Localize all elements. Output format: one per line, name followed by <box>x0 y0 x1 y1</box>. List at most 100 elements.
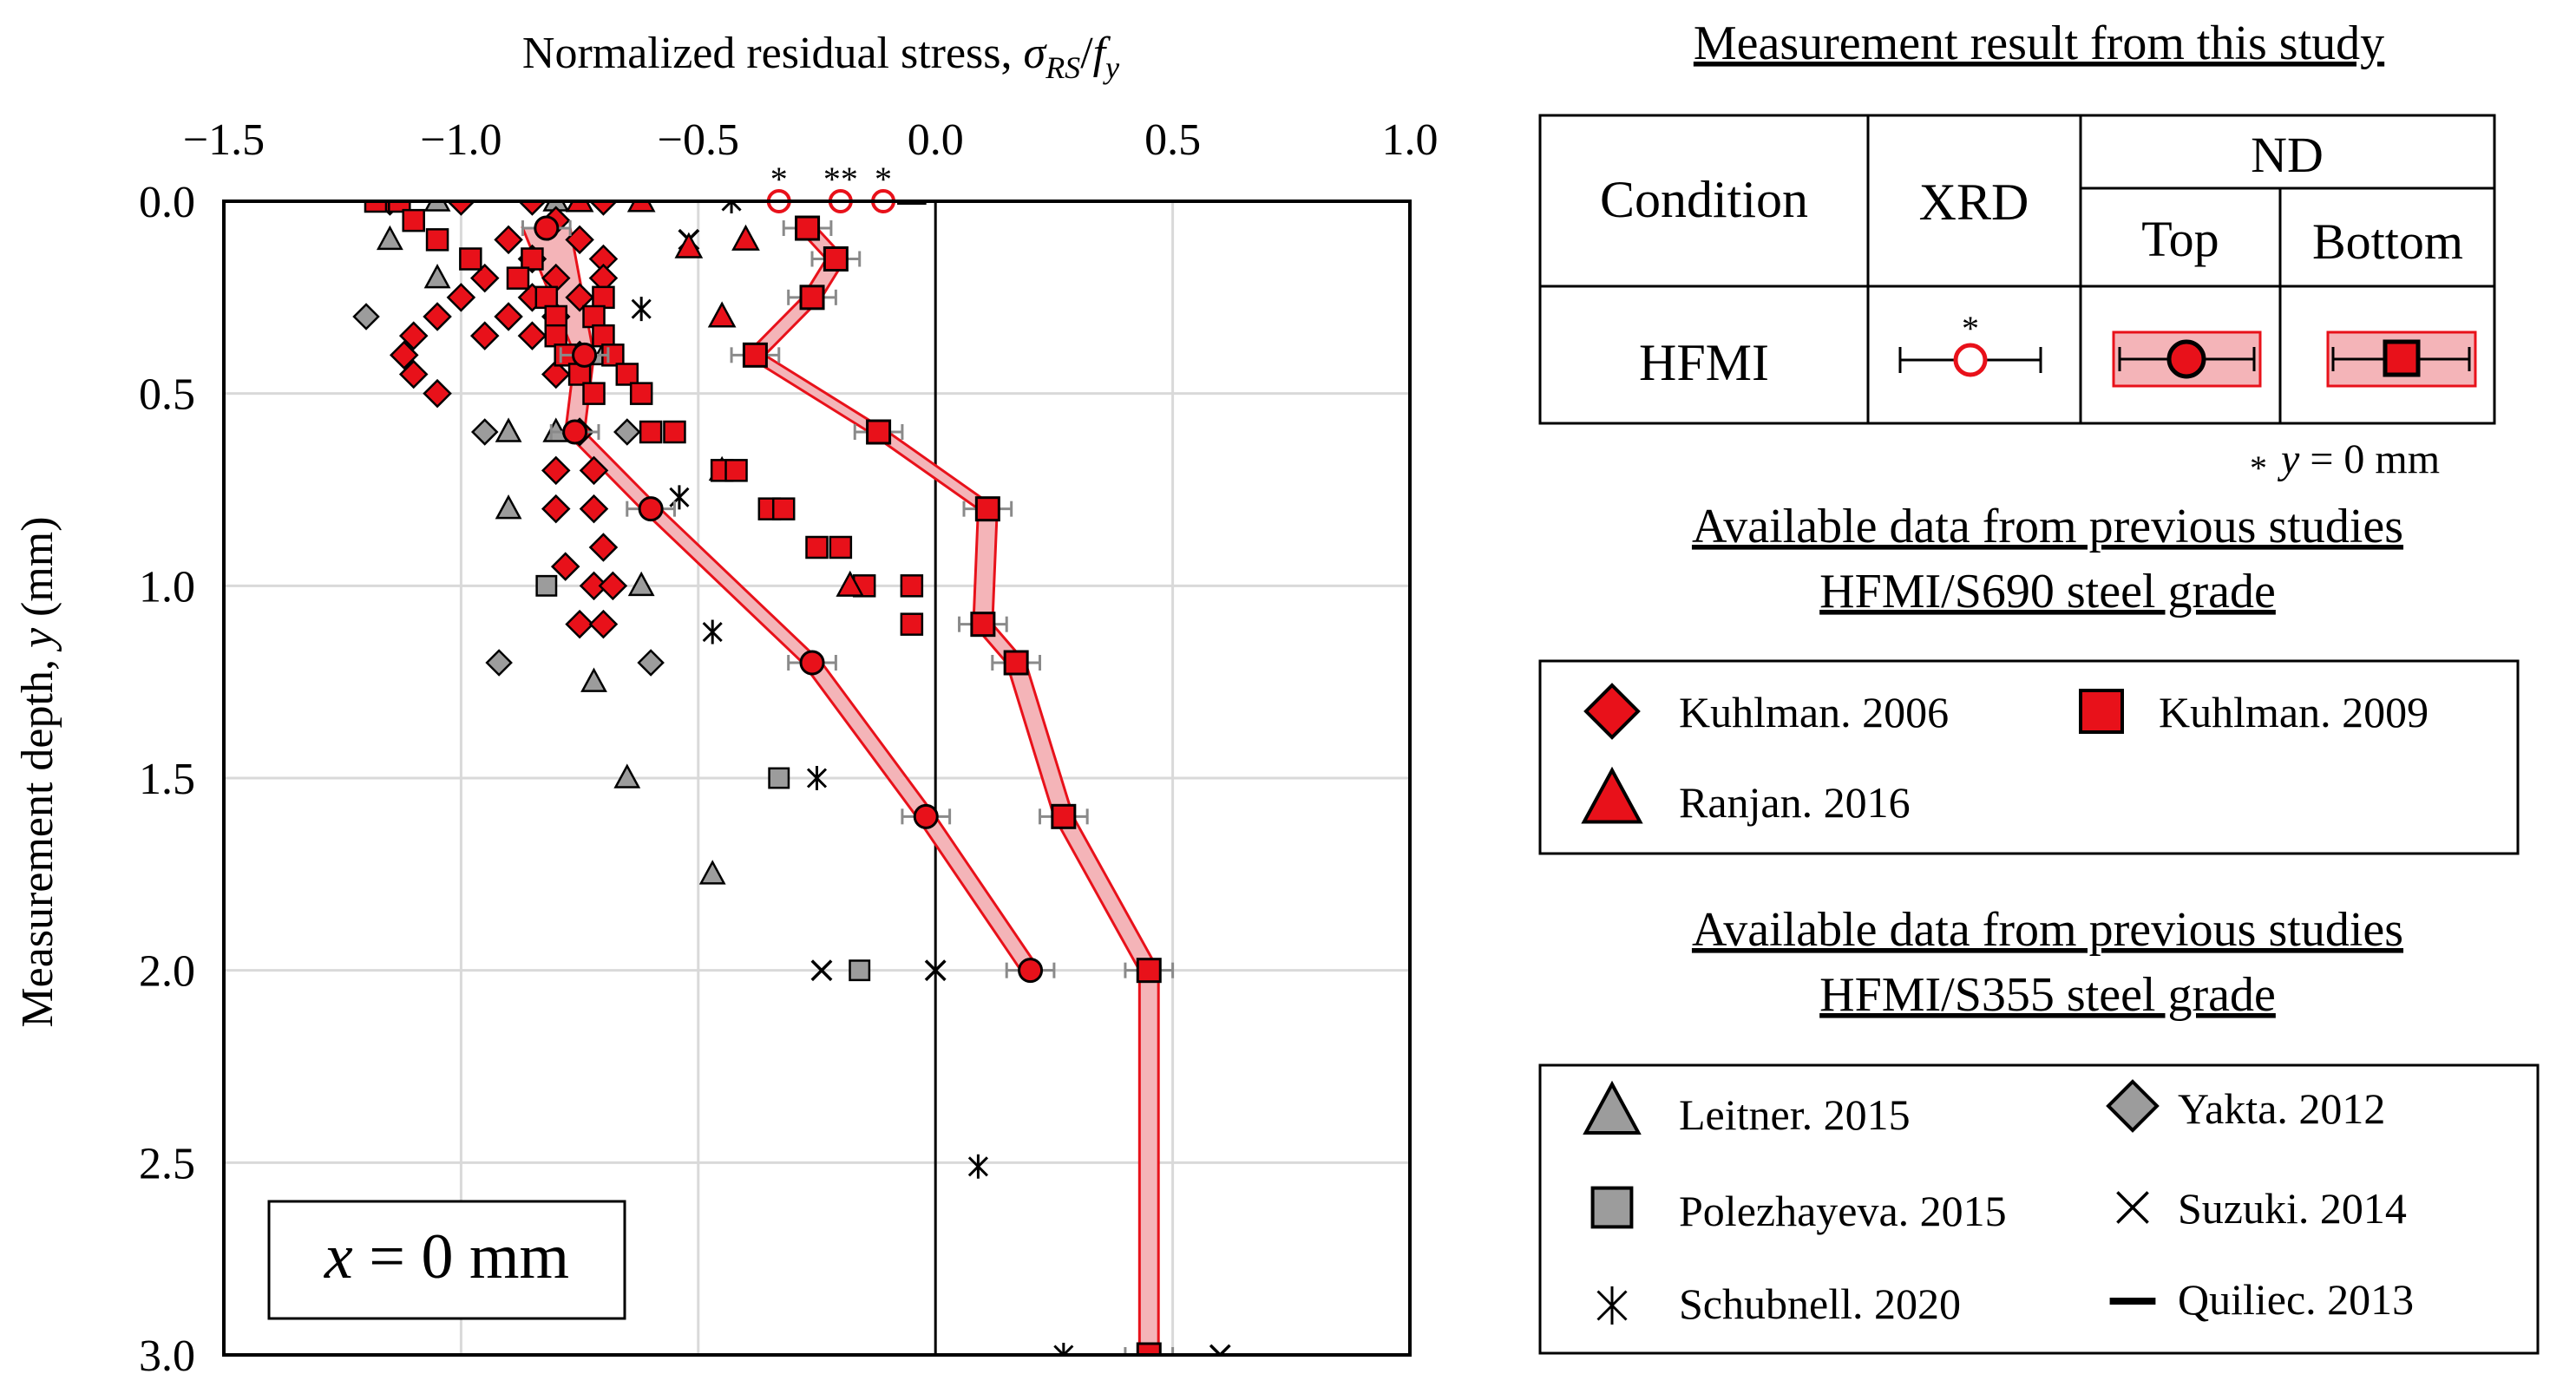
point-polezhayeva <box>535 574 558 597</box>
point-kuhlman <box>588 533 619 562</box>
point-kuhlman <box>771 497 796 520</box>
point-yakta <box>470 418 499 446</box>
legend-s355-title-1: Available data from previous studies <box>1692 903 2403 957</box>
x-stroke <box>810 959 833 982</box>
legend-label-kuhlman: Kuhlman. 2006 <box>1679 688 1949 736</box>
y-axis-title: Measurement depth, y (mm) <box>13 516 62 1027</box>
point-kuhlman <box>900 574 924 598</box>
point-yakta <box>613 418 641 446</box>
legend-xrd-star: * <box>1962 309 1979 348</box>
y-tick-label: 0.5 <box>139 370 195 420</box>
legend-marker-polezhayeva <box>1590 1186 1634 1229</box>
point-kuhlman <box>565 283 594 312</box>
point-kuhlman <box>541 455 571 486</box>
y-tick-label: 3.0 <box>139 1331 195 1374</box>
point-ranjan <box>707 301 737 328</box>
x-tick-label: −1.0 <box>420 115 501 165</box>
nd-bottom-point <box>799 285 825 311</box>
point-leitner <box>627 571 655 597</box>
nd-bottom-point <box>866 419 892 445</box>
point-leitner <box>495 494 522 520</box>
point-ranjan <box>731 224 760 251</box>
nd-bottom-point <box>1136 958 1162 984</box>
point-yakta <box>352 303 380 330</box>
nd-top-point <box>572 342 598 368</box>
asterisk-stroke <box>1053 1345 1065 1355</box>
point-kuhlman <box>423 378 452 409</box>
point-kuhlman <box>601 344 625 367</box>
legend-label-leitner: Leitner. 2015 <box>1679 1090 1911 1139</box>
asterisk-stroke <box>729 201 742 212</box>
point-kuhlman <box>724 459 748 482</box>
point-kuhlman <box>579 455 609 486</box>
this-study-points <box>521 215 1175 1355</box>
point-kuhlman <box>469 263 500 293</box>
y-tick-label: 0.0 <box>139 178 195 227</box>
legend-marker-ranjan <box>1581 766 1643 824</box>
legend-label-quiliec: Quiliec. 2013 <box>2178 1275 2414 1324</box>
nd-bottom-point <box>974 496 1000 522</box>
x-tick-label: −1.5 <box>183 115 265 165</box>
point-kuhlman <box>900 612 924 636</box>
nd-bottom-band <box>744 226 1160 1355</box>
point-kuhlman <box>446 283 476 312</box>
nd-top-point <box>534 215 560 241</box>
point-polezhayeva <box>768 767 790 789</box>
point-kuhlman <box>517 201 547 216</box>
point-schubnell <box>702 619 723 644</box>
point-kuhlman <box>829 535 853 559</box>
xrd-asterisk: * <box>875 160 892 199</box>
point-schubnell <box>1053 1343 1074 1355</box>
point-kuhlman <box>582 382 606 405</box>
legend-s690-box <box>1538 659 2520 855</box>
point-yakta <box>485 649 513 677</box>
point-ranjan <box>674 232 704 258</box>
legend-label-schubnell: Schubnell. 2020 <box>1679 1279 1961 1328</box>
xrd-asterisk: ** <box>823 160 858 199</box>
x-tick-label: −0.5 <box>658 115 739 165</box>
legend-marker-leitner <box>1583 1080 1642 1135</box>
point-kuhlman <box>390 340 419 370</box>
x-stroke <box>1217 1344 1231 1355</box>
annotation-box <box>267 1200 626 1320</box>
nd-top-point <box>913 803 939 829</box>
point-polezhayeva <box>849 959 871 982</box>
point-schubnell <box>967 1154 988 1179</box>
point-kuhlman <box>592 285 615 310</box>
x-tick-label: 0.0 <box>908 115 964 165</box>
x-stroke <box>1209 1344 1222 1355</box>
point-kuhlman <box>398 321 429 350</box>
point-schubnell <box>669 485 690 510</box>
legend-label-yakta: Yakta. 2012 <box>2178 1084 2385 1133</box>
point-kuhlman <box>423 302 452 331</box>
point-leitner <box>423 201 451 212</box>
asterisk-stroke <box>1061 1345 1074 1355</box>
point-suzuki <box>1209 1344 1231 1355</box>
point-kuhlman <box>598 571 628 601</box>
point-kuhlman <box>541 494 571 524</box>
legend-header-xrd: XRD <box>1919 173 2029 231</box>
y-tick-label: 1.5 <box>139 755 195 804</box>
legend-header-condition: Condition <box>1600 171 1808 228</box>
point-kuhlman <box>805 535 829 559</box>
y-tick-label: 2.5 <box>139 1139 195 1188</box>
legend-marker-yakta <box>2106 1079 2160 1133</box>
point-suzuki <box>924 959 947 982</box>
nd-bottom-point <box>970 612 996 638</box>
legend-marker-kuhlman <box>1583 683 1641 740</box>
point-kuhlman <box>425 228 449 252</box>
point-kuhlman <box>469 321 500 350</box>
x-axis-title: Normalized residual stress, σRS/fy <box>522 29 1119 85</box>
point-kuhlman <box>629 382 653 405</box>
legend-table <box>1538 114 2496 425</box>
legend-marker-suzuki <box>2116 1191 2149 1224</box>
nd-bottom-point <box>823 246 849 272</box>
point-kuhlman <box>544 304 568 329</box>
plot-frame <box>222 200 1412 1357</box>
point-leitner <box>423 264 451 289</box>
point-kuhlman <box>494 225 523 255</box>
point-kuhlman <box>506 266 530 290</box>
point-leitner <box>376 225 403 251</box>
legend-s690-entries: Kuhlman. 2006 Kuhlman. 2009 Ranjan. 2016 <box>1581 683 2429 827</box>
legend-study-title: Measurement result from this study <box>1694 16 2384 70</box>
